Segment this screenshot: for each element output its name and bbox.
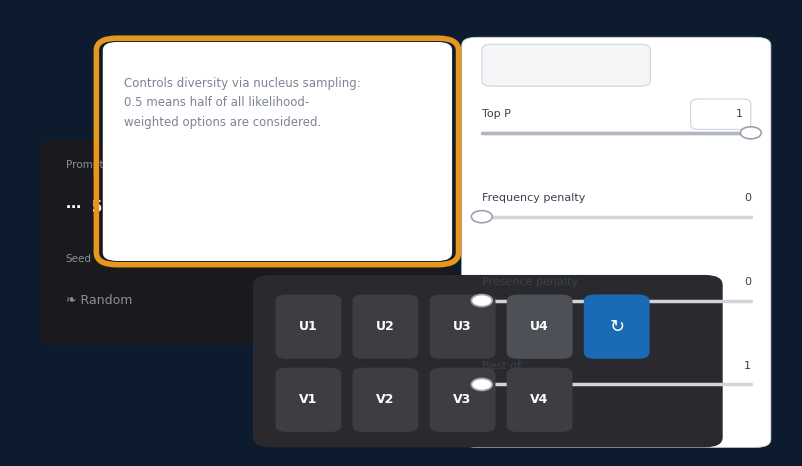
FancyBboxPatch shape <box>461 37 770 447</box>
Text: Presence penalty: Presence penalty <box>481 277 577 287</box>
Text: V2: V2 <box>376 393 394 406</box>
Text: Seed: Seed <box>66 254 91 264</box>
FancyBboxPatch shape <box>275 295 341 359</box>
FancyBboxPatch shape <box>40 140 453 345</box>
Text: 1: 1 <box>743 361 750 371</box>
Text: ⋯  5: ⋯ 5 <box>66 200 102 215</box>
Text: U4: U4 <box>529 320 549 333</box>
FancyBboxPatch shape <box>275 368 341 432</box>
Text: ❧ Random: ❧ Random <box>66 294 132 307</box>
Text: U1: U1 <box>298 320 318 333</box>
FancyBboxPatch shape <box>429 368 495 432</box>
Text: U3: U3 <box>452 320 472 333</box>
FancyBboxPatch shape <box>103 42 452 261</box>
Text: 0: 0 <box>743 277 750 287</box>
FancyBboxPatch shape <box>583 295 649 359</box>
FancyBboxPatch shape <box>253 275 722 447</box>
Text: ↻: ↻ <box>609 318 623 336</box>
Text: 1: 1 <box>735 109 742 119</box>
Text: ⫰ 70: ⫰ 70 <box>238 200 274 215</box>
Text: Controls diversity via nucleus sampling:
0.5 means half of all likelihood-
weigh: Controls diversity via nucleus sampling:… <box>124 77 361 129</box>
Text: Frequency penalty: Frequency penalty <box>481 193 585 203</box>
Text: Prompt strength: Prompt strength <box>66 160 151 171</box>
Text: Generation steps: Generation steps <box>238 160 328 171</box>
Circle shape <box>471 295 492 307</box>
Text: U2: U2 <box>375 320 395 333</box>
Text: 0: 0 <box>743 193 750 203</box>
Circle shape <box>471 211 492 223</box>
FancyBboxPatch shape <box>690 99 750 129</box>
Text: V1: V1 <box>299 393 317 406</box>
FancyBboxPatch shape <box>481 44 650 86</box>
FancyBboxPatch shape <box>506 368 572 432</box>
Text: V3: V3 <box>453 393 471 406</box>
FancyBboxPatch shape <box>352 295 418 359</box>
Text: Best of: Best of <box>481 361 520 371</box>
Circle shape <box>471 378 492 391</box>
FancyBboxPatch shape <box>506 295 572 359</box>
FancyBboxPatch shape <box>429 295 495 359</box>
Text: V4: V4 <box>530 393 548 406</box>
FancyBboxPatch shape <box>352 368 418 432</box>
Text: Top P: Top P <box>481 109 510 119</box>
Circle shape <box>739 127 760 139</box>
